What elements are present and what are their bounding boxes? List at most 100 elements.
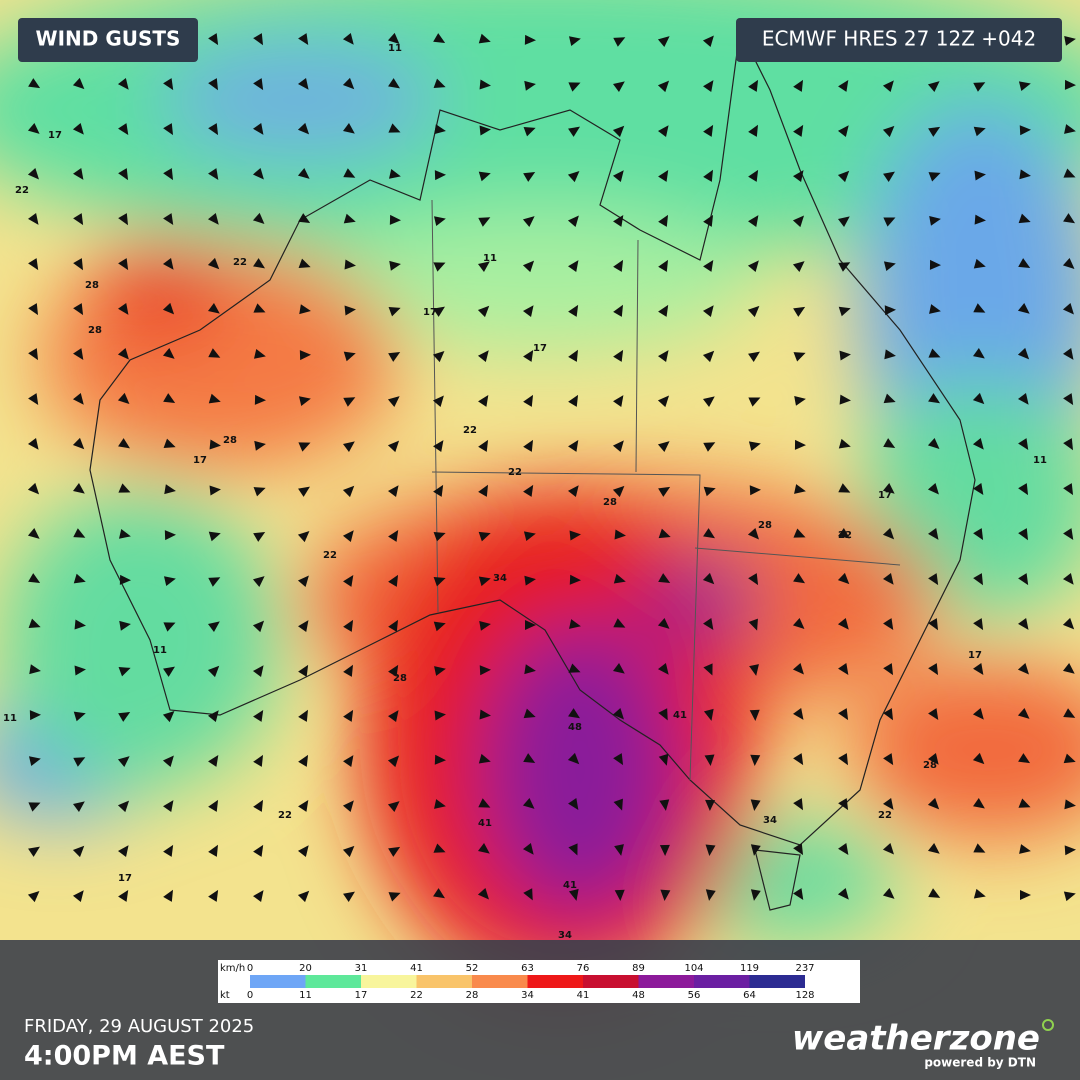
wind-arrow bbox=[567, 485, 579, 498]
wind-arrow bbox=[839, 350, 851, 361]
contour-label: 11 bbox=[483, 253, 497, 264]
wind-arrow bbox=[568, 663, 581, 673]
logo-dot bbox=[1042, 1019, 1054, 1031]
legend-unit: kt bbox=[220, 990, 230, 1001]
contour-label: 28 bbox=[223, 435, 237, 446]
wind-arrow bbox=[882, 80, 894, 93]
contour-label: 28 bbox=[758, 520, 772, 531]
wind-arrow bbox=[793, 798, 804, 811]
wind-arrow bbox=[253, 890, 264, 902]
wind-arrow bbox=[703, 259, 714, 272]
legend-kt: 22 bbox=[410, 990, 423, 1001]
tagline: powered by DTN bbox=[924, 1056, 1036, 1070]
wind-arrow bbox=[208, 577, 221, 587]
wind-arrow bbox=[118, 889, 129, 902]
wind-arrow bbox=[794, 395, 806, 406]
wind-arrow bbox=[838, 483, 851, 493]
contour-label: 22 bbox=[15, 185, 29, 196]
wind-arrow bbox=[388, 846, 401, 857]
wind-arrow bbox=[1018, 753, 1031, 764]
wind-arrow bbox=[973, 528, 984, 541]
wind-arrow bbox=[252, 576, 265, 588]
wind-arrow bbox=[29, 664, 41, 675]
wind-arrow bbox=[72, 77, 85, 90]
wind-arrow bbox=[703, 124, 714, 137]
wind-arrow bbox=[163, 576, 176, 587]
wind-arrow bbox=[254, 349, 266, 359]
wind-arrow bbox=[73, 801, 85, 812]
wind-arrow bbox=[1017, 347, 1030, 360]
wind-arrow bbox=[1063, 483, 1074, 496]
wind-arrow bbox=[1062, 302, 1074, 315]
wind-arrow bbox=[1019, 844, 1031, 854]
wind-arrow bbox=[477, 887, 489, 900]
wind-arrow bbox=[747, 305, 760, 318]
wind-arrow bbox=[163, 438, 176, 448]
wind-arrow bbox=[254, 394, 266, 405]
wind-arrow bbox=[478, 798, 491, 808]
wind-arrow bbox=[28, 846, 40, 857]
wind-arrow bbox=[28, 348, 39, 361]
wind-arrow bbox=[27, 482, 40, 495]
wind-arrow bbox=[433, 576, 446, 587]
wind-arrow bbox=[163, 258, 174, 270]
legend-swatch bbox=[527, 975, 583, 988]
legend-swatch bbox=[472, 975, 528, 988]
wind-arrow bbox=[929, 215, 941, 226]
wind-arrow bbox=[253, 665, 264, 677]
wind-arrow bbox=[478, 171, 491, 182]
wind-arrow bbox=[432, 395, 444, 408]
legend-swatch bbox=[638, 975, 694, 988]
wind-arrow bbox=[28, 303, 39, 316]
wind-arrow bbox=[883, 261, 896, 272]
wind-arrow bbox=[567, 170, 580, 183]
wind-arrow bbox=[1064, 845, 1076, 856]
wind-arrow bbox=[1018, 573, 1029, 586]
wind-arrow bbox=[793, 170, 804, 182]
wind-arrow bbox=[479, 125, 491, 136]
wind-arrow bbox=[119, 574, 131, 585]
wind-arrow bbox=[883, 663, 894, 676]
coastline bbox=[89, 27, 976, 911]
wind-arrow bbox=[433, 306, 445, 317]
wind-arrow bbox=[657, 441, 670, 453]
wind-arrow bbox=[750, 754, 761, 766]
wind-arrow bbox=[747, 260, 759, 273]
wind-arrow bbox=[433, 78, 446, 88]
wind-arrow bbox=[343, 619, 354, 632]
wind-arrow bbox=[28, 756, 41, 767]
wind-arrow bbox=[298, 33, 309, 46]
wind-arrow bbox=[478, 753, 491, 764]
wind-arrow bbox=[974, 170, 986, 181]
wind-arrow bbox=[208, 348, 221, 358]
wind-arrow bbox=[568, 349, 579, 362]
wind-arrow bbox=[884, 349, 896, 360]
wind-arrow bbox=[749, 709, 760, 721]
wind-arrow bbox=[614, 529, 626, 540]
legend-kmh: 104 bbox=[684, 963, 703, 974]
wind-arrow bbox=[388, 351, 401, 362]
wind-arrow bbox=[838, 528, 850, 539]
wind-arrow bbox=[568, 708, 581, 719]
wind-arrow bbox=[433, 621, 446, 632]
wind-arrow bbox=[163, 889, 174, 902]
wind-arrow bbox=[477, 305, 490, 318]
wind-arrow bbox=[658, 528, 671, 539]
wind-arrow bbox=[434, 754, 446, 765]
wind-arrow bbox=[163, 168, 174, 181]
wind-arrow bbox=[1063, 528, 1074, 541]
wind-arrow bbox=[28, 78, 41, 89]
wind-arrow bbox=[208, 799, 219, 812]
wind-arrow bbox=[252, 167, 264, 180]
wind-arrow bbox=[117, 347, 129, 360]
wind-arrow bbox=[118, 123, 129, 136]
wind-arrow bbox=[973, 483, 984, 495]
model-box bbox=[736, 18, 1062, 62]
wind-arrow bbox=[298, 709, 309, 722]
legend-kt: 11 bbox=[299, 990, 312, 1001]
wind-arrow bbox=[612, 707, 624, 720]
wind-arrow bbox=[1062, 572, 1074, 585]
wind-arrow bbox=[523, 171, 536, 182]
wind-arrow bbox=[343, 351, 356, 362]
wind-arrow bbox=[883, 217, 896, 227]
